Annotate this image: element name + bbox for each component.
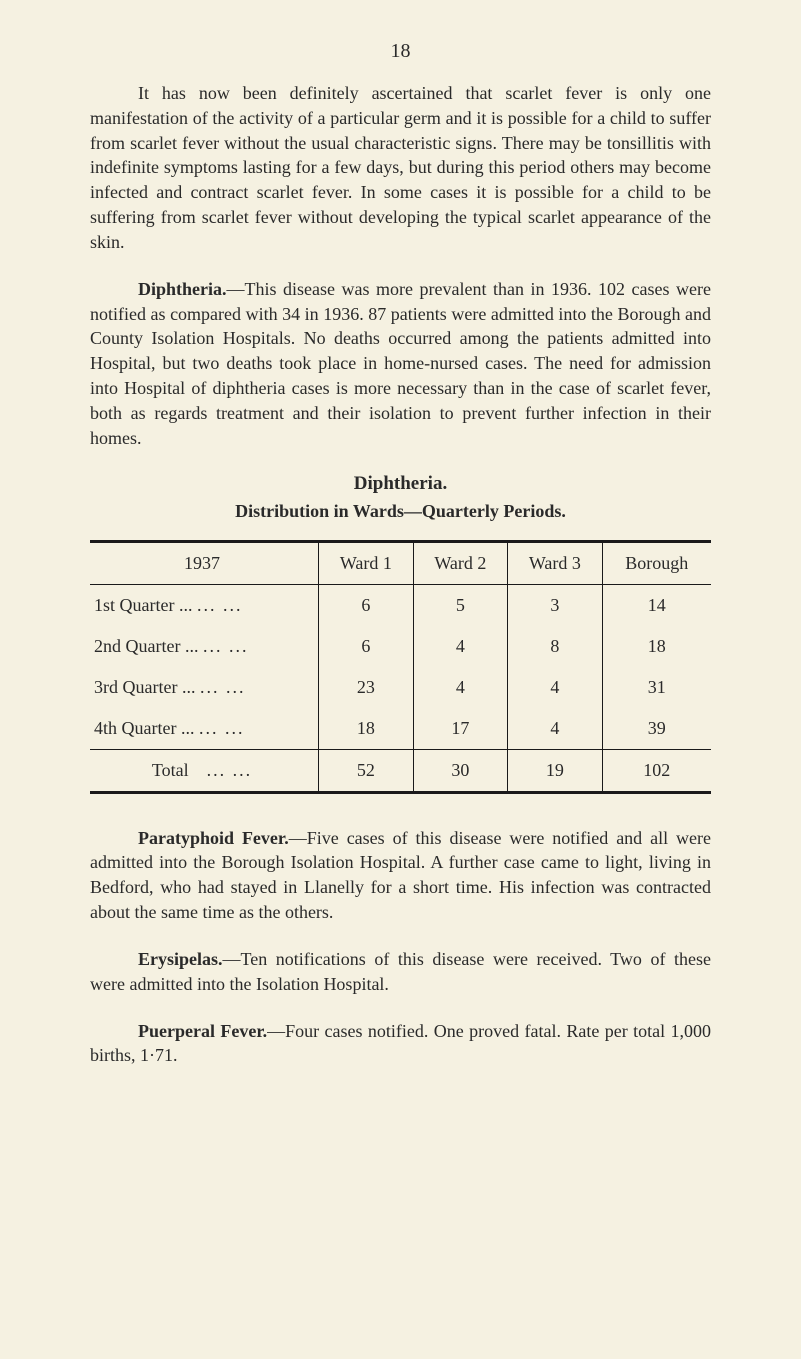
table-row: 1st Quarter ... ... ... 6 5 3 14 [90,584,711,626]
paragraph-puerperal: Puerperal Fever.—Four cases notified. On… [90,1019,711,1069]
body-diphtheria: —This disease was more prevalent than in… [90,279,711,448]
cell: 3 [508,584,603,626]
row-label: 2nd Quarter ... [94,636,198,656]
cell: 14 [602,584,711,626]
cell: 52 [319,749,414,792]
table-sub-heading: Distribution in Wards—Quarterly Periods. [90,501,711,522]
col-ward3: Ward 3 [508,541,603,584]
cell: 8 [508,626,603,667]
col-borough: Borough [602,541,711,584]
paragraph-paratyphoid: Paratyphoid Fever.—Five cases of this di… [90,826,711,925]
cell: 6 [319,626,414,667]
paragraph-diphtheria: Diphtheria.—This disease was more preval… [90,277,711,451]
row-label: 3rd Quarter ... [94,677,195,697]
diphtheria-table: 1937 Ward 1 Ward 2 Ward 3 Borough 1st Qu… [90,540,711,794]
col-ward1: Ward 1 [319,541,414,584]
lead-erysipelas: Erysipelas. [138,949,223,969]
cell: 18 [319,708,414,750]
cell: 4 [508,708,603,750]
row-dots: ... ... [207,760,253,780]
cell: 4 [508,667,603,708]
paragraph-erysipelas: Erysipelas.—Ten notifications of this di… [90,947,711,997]
paragraph-intro: It has now been definitely ascertained t… [90,81,711,255]
cell: 31 [602,667,711,708]
table-row: 3rd Quarter ... ... ... 23 4 4 31 [90,667,711,708]
cell: 4 [413,667,508,708]
cell: 23 [319,667,414,708]
row-label: 4th Quarter ... [94,718,194,738]
cell: 102 [602,749,711,792]
table-header-row: 1937 Ward 1 Ward 2 Ward 3 Borough [90,541,711,584]
cell: 4 [413,626,508,667]
row-dots: ... ... [199,718,245,738]
row-dots: ... ... [203,636,249,656]
cell: 5 [413,584,508,626]
row-label: 1st Quarter ... [94,595,192,615]
table-row: 4th Quarter ... ... ... 18 17 4 39 [90,708,711,750]
cell: 17 [413,708,508,750]
cell: 30 [413,749,508,792]
page-number: 18 [90,40,711,63]
table-total-row: Total ... ... 52 30 19 102 [90,749,711,792]
cell: 6 [319,584,414,626]
row-dots: ... ... [197,595,243,615]
row-dots: ... ... [200,677,246,697]
cell: 19 [508,749,603,792]
lead-puerperal: Puerperal Fever. [138,1021,267,1041]
lead-diphtheria: Diphtheria. [138,279,227,299]
lead-paratyphoid: Paratyphoid Fever. [138,828,289,848]
table-row: 2nd Quarter ... ... ... 6 4 8 18 [90,626,711,667]
table-heading: Diphtheria. [90,473,711,495]
total-label: Total [152,760,189,780]
col-year: 1937 [90,541,319,584]
col-ward2: Ward 2 [413,541,508,584]
cell: 18 [602,626,711,667]
cell: 39 [602,708,711,750]
